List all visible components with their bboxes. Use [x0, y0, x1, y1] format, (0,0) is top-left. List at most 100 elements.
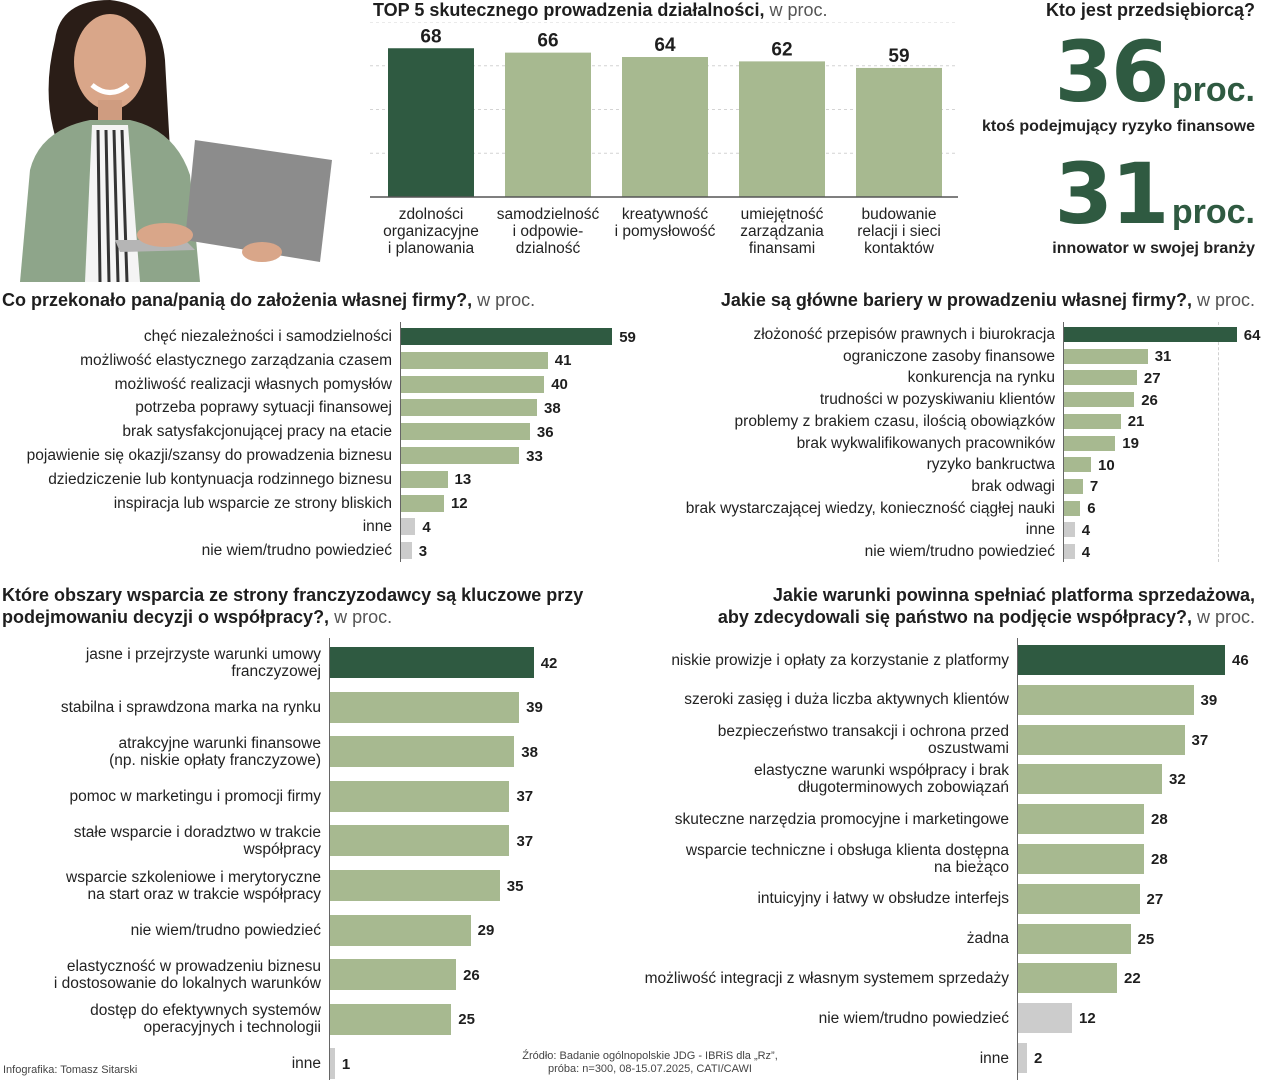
- przekonalo-category-label-line: dziedziczenie lub kontynuacja rodzinnego…: [48, 470, 392, 488]
- bariery-category-label-line: konkurencja na rynku: [907, 369, 1055, 387]
- przekonalo-category-label-line: inne: [362, 518, 392, 536]
- platforma-bar: [1018, 1043, 1027, 1073]
- top5-category-label: finansami: [749, 240, 815, 257]
- platforma-category-label-line: nie wiem/trudno powiedzieć: [818, 1009, 1009, 1027]
- bariery-category-label-line: brak wystarczającej wiedzy, konieczność …: [685, 499, 1055, 517]
- platforma-category-label-line: szeroki zasięg i duża liczba aktywnych k…: [684, 691, 1009, 709]
- kto-stat-1: 36 proc.: [1055, 30, 1255, 114]
- top5-category-label: budowanie: [862, 206, 937, 223]
- top5-category-label: zarządzania: [740, 223, 824, 240]
- platforma-title: Jakie warunki powinna spełniać platforma…: [718, 584, 1255, 628]
- top5-value-label: 64: [654, 35, 676, 56]
- przekonalo-category-label: chęć niezależności i samodzielności: [144, 328, 392, 345]
- platforma-bar: [1018, 645, 1225, 675]
- przekonalo-title-unit: w proc.: [472, 290, 536, 310]
- platforma-category-label: możliwość integracji z własnym systemem …: [645, 970, 1009, 987]
- przekonalo-category-label: możliwość realizacji własnych pomysłów: [115, 376, 392, 393]
- przekonalo-bar: [401, 399, 538, 417]
- przekonalo-title: Co przekonało pana/panią do założenia wł…: [2, 290, 535, 311]
- kto-stat-2: 31 proc.: [1055, 152, 1255, 236]
- przekonalo-category-label-line: chęć niezależności i samodzielności: [143, 328, 392, 345]
- franczyza-bar: [330, 780, 510, 812]
- platforma-value-label: 28: [1151, 811, 1168, 829]
- top5-category-label: kreatywność: [622, 206, 708, 223]
- bariery-category-label-line: ograniczone zasoby finansowe: [843, 347, 1055, 365]
- przekonalo-category-label-line: nie wiem/trudno powiedzieć: [201, 542, 392, 560]
- przekonalo-category-label: inne: [363, 518, 392, 535]
- source-line-1: Źródło: Badanie ogólnopolskie JDG - IBRi…: [522, 1050, 778, 1062]
- przekonalo-value-label: 41: [554, 352, 572, 370]
- franczyza-category-label-line: nie wiem/trudno powiedzieć: [130, 921, 321, 939]
- platforma-bar: [1018, 923, 1131, 954]
- woman-with-laptop-photo: [0, 0, 340, 283]
- bariery-category-label-line: problemy z brakiem czasu, ilością obowią…: [734, 412, 1055, 430]
- bariery-value-label: 4: [1081, 521, 1091, 539]
- platforma-category-label: nie wiem/trudno powiedzieć: [819, 1010, 1009, 1027]
- przekonalo-value-label: 36: [536, 423, 554, 441]
- bariery-category-label: konkurencja na rynku: [908, 369, 1055, 386]
- franczyza-value-label: 1: [341, 1055, 351, 1073]
- franczyza-title-line-1: Które obszary wsparcia ze strony franczy…: [2, 585, 584, 605]
- bariery-category-label: ograniczone zasoby finansowe: [843, 348, 1055, 365]
- top5-category-label: umiejętność: [741, 206, 824, 223]
- platforma-category-label: wsparcie techniczne i obsługa klienta do…: [686, 842, 1009, 876]
- bariery-value-label: 7: [1089, 478, 1099, 496]
- franczyza-category-label-line: na start oraz w trakcie współpracy: [87, 885, 321, 903]
- franczyza-value-label: 26: [463, 966, 480, 984]
- bariery-category-label-line: inne: [1025, 521, 1055, 539]
- top5-value-label: 66: [537, 31, 558, 52]
- platforma-bar: [1018, 684, 1194, 715]
- franczyza-title: Które obszary wsparcia ze strony franczy…: [2, 584, 583, 628]
- bariery-value-label: 19: [1122, 435, 1139, 452]
- bariery-bar: [1064, 500, 1081, 516]
- platforma-category-label-line: bezpieczeństwo transakcji i ochrona prze…: [717, 722, 1009, 740]
- platforma-value-label: 37: [1191, 731, 1209, 749]
- bariery-category-label-line: złożoność przepisów prawnych i biurokrac…: [753, 326, 1055, 343]
- przekonalo-category-label-line: brak satysfakcjonującej pracy na etacie: [122, 423, 392, 441]
- franczyza-category-label-line: elastyczność w prowadzeniu biznesu: [66, 957, 321, 975]
- przekonalo-bar: [401, 518, 416, 536]
- franczyza-value-label: 29: [477, 922, 495, 940]
- bariery-value-label: 6: [1087, 500, 1096, 518]
- top5-bar: [505, 52, 591, 197]
- bariery-title: Jakie są główne bariery w prowadzeniu wł…: [721, 290, 1255, 311]
- platforma-bar: [1018, 844, 1144, 874]
- kto-title: Kto jest przedsiębiorcą?: [1045, 0, 1255, 20]
- platforma-value-label: 46: [1232, 652, 1249, 669]
- przekonalo-axis: [400, 322, 401, 562]
- platforma-category-label-line: na bieżąco: [934, 859, 1009, 876]
- top5-category-label: i pomysłowość: [615, 223, 716, 240]
- przekonalo-category-label: potrzeba poprawy sytuacji finansowej: [135, 399, 392, 416]
- top5-category-label: samodzielność: [497, 206, 600, 223]
- platforma-value-label: 2: [1034, 1050, 1043, 1067]
- franczyza-category-label-line: franczyzowej: [231, 662, 321, 680]
- platforma-bar: [1018, 764, 1162, 795]
- bariery-axis: [1063, 322, 1064, 562]
- platforma-category-label-line: intuicyjny i łatwy w obsłudze interfejs: [757, 890, 1009, 908]
- przekonalo-bar: [401, 447, 520, 464]
- franczyza-category-label: stabilna i sprawdzona marka na rynku: [61, 699, 321, 716]
- franczyza-title-line-2: podejmowaniu decyzji o współpracy?,: [2, 607, 330, 627]
- przekonalo-value-label: 38: [544, 399, 561, 417]
- przekonalo-category-label-line: możliwość elastycznego zarządzania czase…: [80, 351, 392, 369]
- top5-category-label: i odpowie-: [513, 223, 584, 240]
- bariery-category-label-line: brak wykwalifikowanych pracowników: [796, 434, 1055, 452]
- top5-bar: [622, 57, 708, 197]
- franczyza-bar: [330, 691, 520, 723]
- platforma-category-label: intuicyjny i łatwy w obsłudze interfejs: [757, 890, 1009, 907]
- franczyza-category-label-line: atrakcyjne warunki finansowe: [118, 734, 321, 752]
- bariery-category-label: złożoność przepisów prawnych i biurokrac…: [753, 326, 1055, 343]
- franczyza-value-label: 37: [516, 788, 534, 806]
- franczyza-bar: [330, 870, 500, 901]
- bariery-value-label: 26: [1141, 391, 1158, 409]
- bariery-value-label: 31: [1154, 348, 1172, 366]
- platforma-bar: [1018, 963, 1117, 994]
- bariery-bar: [1064, 370, 1137, 386]
- platforma-axis: [1017, 638, 1018, 1080]
- bariery-category-label: nie wiem/trudno powiedzieć: [865, 543, 1055, 560]
- platforma-bar: [1018, 804, 1144, 835]
- platforma-category-label-line: długoterminowych zobowiązań: [797, 779, 1009, 797]
- franczyza-category-label: dostęp do efektywnych systemów operacyjny…: [90, 1002, 321, 1036]
- franczyza-category-label: inne: [292, 1055, 321, 1072]
- bariery-value-label: 4: [1081, 543, 1091, 561]
